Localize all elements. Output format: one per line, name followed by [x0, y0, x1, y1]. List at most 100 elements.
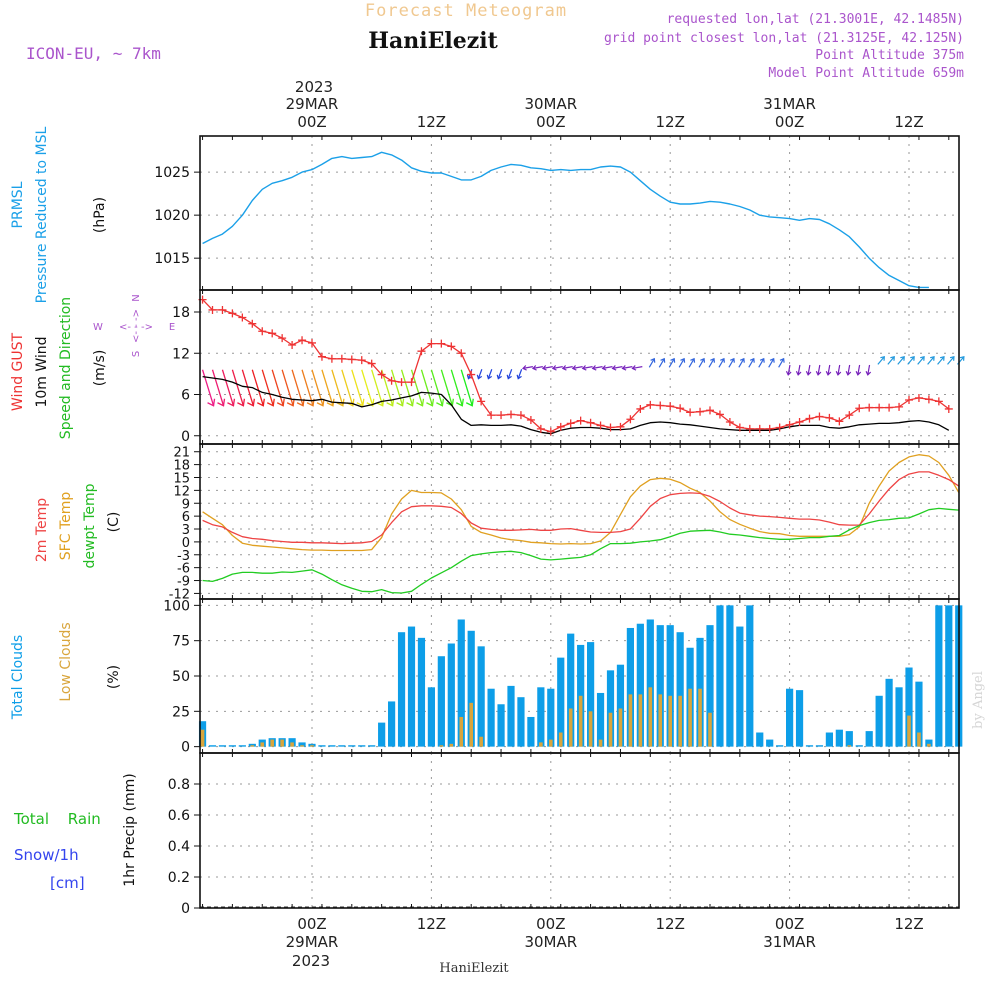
low-cloud-bar	[927, 743, 931, 747]
gust-marker	[775, 423, 784, 432]
wind-arrow-head	[406, 398, 415, 407]
wind-arrow-head	[551, 365, 557, 371]
wind-arrow-head	[396, 398, 405, 407]
y-tick-label: 0.8	[168, 777, 190, 793]
total-cloud-bar	[776, 745, 784, 747]
wind-arrow-head	[561, 365, 567, 371]
gust-marker	[895, 402, 904, 411]
dewpt-line	[202, 507, 959, 594]
low-cloud-bar	[648, 687, 653, 747]
low-cloud-bar	[638, 694, 643, 747]
top-hour-label: 00Z	[775, 113, 804, 131]
gust-marker	[566, 419, 575, 428]
y-tick-label: 0.6	[168, 808, 190, 824]
total-cloud-bar	[358, 745, 366, 747]
total-cloud-bar	[348, 745, 356, 747]
wind-arrow	[937, 356, 945, 365]
wind-arrow	[648, 358, 655, 368]
total-cloud-bar	[228, 745, 236, 747]
temp-dewpt-label: dewpt Temp	[82, 483, 98, 568]
wind-arrow-head	[336, 398, 345, 407]
wind-arrow	[582, 366, 593, 369]
wind-arrow-head	[825, 371, 832, 376]
wind-arrow-head	[611, 365, 617, 371]
wind-arrow-head	[476, 374, 483, 380]
total-cloud-bar	[238, 745, 246, 747]
compass-north: N	[131, 294, 142, 301]
wind-arrow-head	[227, 398, 236, 407]
gust-marker	[447, 342, 456, 351]
cloud-panel: 0 25 50 75 100	[163, 598, 963, 756]
total-cloud-bar	[706, 625, 714, 747]
total-cloud-bar	[397, 632, 406, 747]
gust-marker	[536, 424, 545, 433]
total-cloud-bar	[507, 685, 515, 747]
gust-marker	[397, 378, 406, 387]
y-tick-label: 6	[182, 510, 190, 525]
wind-arrow-head	[621, 365, 627, 371]
low-cloud-bar	[459, 716, 464, 747]
gust-marker	[855, 404, 864, 413]
y-tick-label: 18	[172, 305, 190, 321]
wind-arrow	[867, 364, 871, 375]
wind-arrow-head	[436, 398, 445, 407]
y-tick-label: 15	[173, 471, 190, 486]
wind-arrow	[698, 358, 705, 368]
wind-arrow	[351, 369, 364, 406]
wind-10m-label: 10m Wind	[34, 336, 50, 407]
gust-marker	[487, 411, 496, 420]
temp-2m-line	[202, 471, 960, 545]
low-cloud-bar	[539, 742, 543, 747]
wind-arrow	[827, 364, 831, 375]
gust-marker	[606, 423, 615, 432]
point-altitude: Point Altitude 375m	[815, 48, 964, 63]
wind-arrow-head	[690, 357, 696, 363]
low-cloud-bar	[608, 712, 613, 747]
total-cloud-bar	[547, 688, 555, 747]
wind-direction-arrows	[201, 355, 965, 407]
wind-arrow-head	[805, 371, 812, 376]
gust-marker	[845, 411, 854, 420]
top-date-label: 30MAR	[524, 95, 577, 113]
wind-arrow	[778, 358, 785, 368]
wind-arrow	[602, 366, 613, 369]
wind-arrow-head	[815, 371, 822, 376]
wind-arrow-head	[506, 374, 512, 380]
wind-arrow-head	[276, 398, 285, 407]
wind-arrow	[517, 369, 523, 379]
grid-point-coords: grid point closest lon,lat (21.3125E, 42…	[604, 31, 964, 46]
total-cloud-bar	[925, 739, 933, 747]
wind-arrow-head	[237, 398, 246, 407]
gust-marker	[377, 370, 386, 379]
wind-arrow-head	[910, 355, 915, 361]
low-cloud-bar	[270, 739, 274, 747]
precip-panel: 0 0.2 0.4 0.6 0.8	[168, 752, 960, 917]
total-cloud-bar	[845, 731, 853, 747]
wind-speed-dir-label: Speed and Direction	[58, 297, 74, 439]
wind-arrow	[420, 369, 434, 406]
gust-marker	[785, 420, 794, 429]
gust-marker	[686, 408, 695, 417]
y-tick-label: 0.4	[168, 839, 190, 855]
gust-marker	[576, 416, 585, 425]
bottom-hour-label: 00Z	[775, 915, 804, 933]
top-hour-label: 00Z	[536, 113, 565, 131]
total-cloud-bar	[756, 732, 764, 747]
wind-arrow-head	[880, 355, 885, 361]
credit-label: by Angel	[971, 671, 986, 729]
gust-marker	[248, 319, 257, 328]
wind-arrow-head	[416, 398, 425, 407]
gust-marker	[865, 403, 874, 412]
wind-arrow	[542, 366, 553, 369]
compass-west: W	[93, 322, 103, 333]
total-cloud-bar	[378, 722, 386, 747]
wind-arrow	[440, 369, 453, 406]
cloud-bars	[198, 605, 963, 747]
bottom-hour-label: 00Z	[297, 915, 326, 933]
y-tick-label: -12	[169, 587, 190, 602]
gust-marker	[268, 329, 277, 338]
location-title: HaniElezit	[368, 28, 498, 54]
panel-frame	[199, 135, 960, 291]
wind-arrow	[877, 356, 885, 365]
